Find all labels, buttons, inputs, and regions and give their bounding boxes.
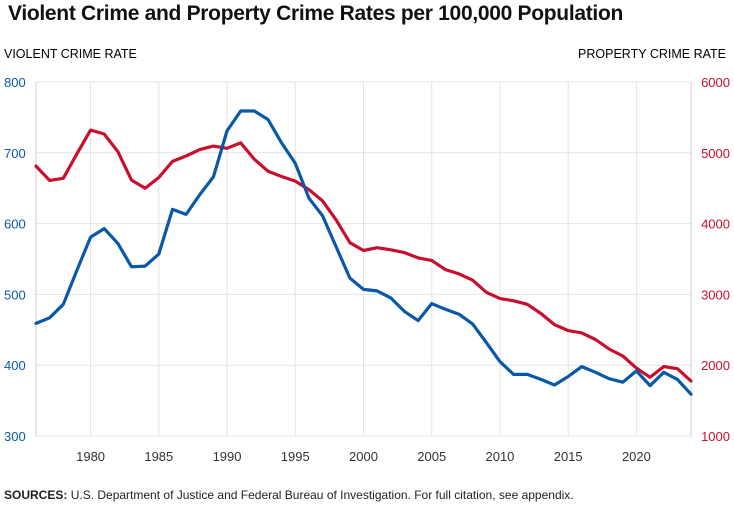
- right-tick-label: 1000: [701, 429, 730, 444]
- right-tick-label: 6000: [701, 75, 730, 90]
- sources-note: SOURCES: U.S. Department of Justice and …: [4, 488, 574, 502]
- right-tick-label: 4000: [701, 217, 730, 232]
- left-tick-label: 300: [4, 429, 26, 444]
- left-tick-label: 600: [4, 217, 26, 232]
- x-tick-label: 1995: [281, 449, 310, 464]
- left-axis-title: VIOLENT CRIME RATE: [4, 47, 137, 61]
- x-tick-label: 2020: [622, 449, 651, 464]
- series: [34, 109, 693, 396]
- axes: 300 400 500 600 700 800 1000 2000 3000 4000 5000 60…: [4, 75, 730, 464]
- right-tick-label: 5000: [701, 146, 730, 161]
- property-crime-rate-line: [34, 128, 693, 383]
- right-tick-label: 2000: [701, 358, 730, 373]
- sources-label: SOURCES:: [4, 488, 68, 502]
- x-tick-label: 2015: [554, 449, 583, 464]
- violent-crime-rate-line: [34, 109, 693, 396]
- x-tick-label: 2010: [485, 449, 514, 464]
- left-tick-label: 400: [4, 358, 26, 373]
- x-tick-label: 1980: [76, 449, 105, 464]
- gridlines: [36, 81, 691, 437]
- x-tick-label: 2000: [349, 449, 378, 464]
- left-tick-label: 700: [4, 146, 26, 161]
- left-tick-label: 800: [4, 75, 26, 90]
- x-tick-label: 2005: [417, 449, 446, 464]
- right-axis-title: PROPERTY CRIME RATE: [578, 47, 726, 61]
- chart-title: Violent Crime and Property Crime Rates p…: [8, 2, 624, 25]
- x-tick-label: 1990: [213, 449, 242, 464]
- sources-text: U.S. Department of Justice and Federal B…: [70, 488, 574, 502]
- x-tick-label: 1985: [144, 449, 173, 464]
- right-tick-label: 3000: [701, 287, 730, 302]
- left-tick-label: 500: [4, 287, 26, 302]
